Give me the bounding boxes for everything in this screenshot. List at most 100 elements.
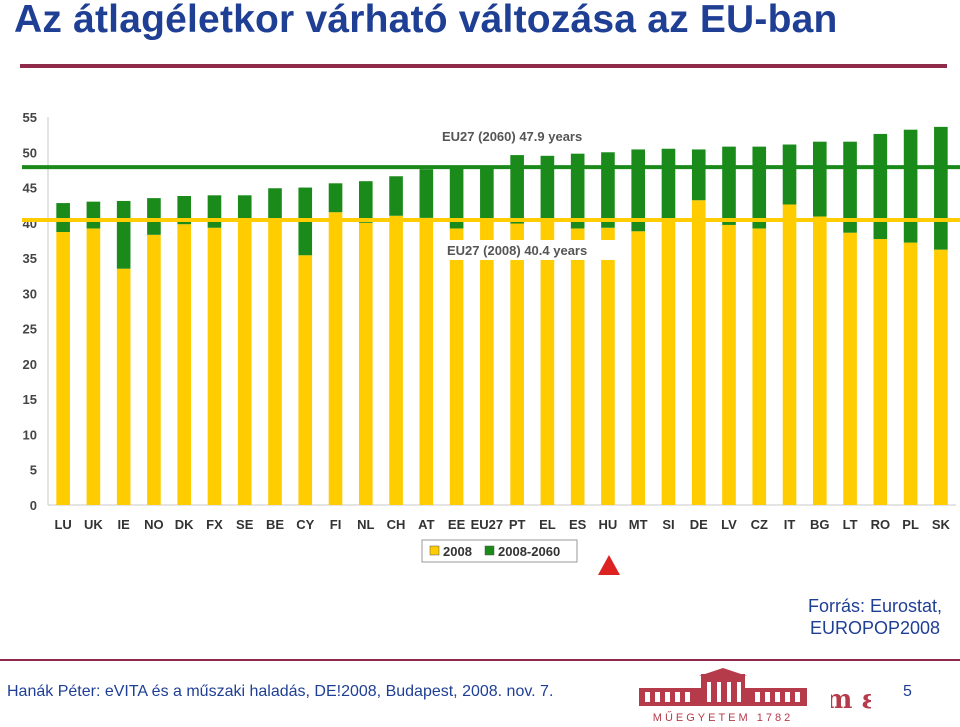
bar-2008-2060 (419, 169, 434, 218)
x-tick-label: FX (206, 517, 223, 532)
bar-2008 (752, 228, 767, 505)
bar-2008 (873, 239, 888, 505)
university-monogram-logo: m ε (831, 685, 871, 715)
page-number: 5 (903, 683, 912, 700)
x-tick-label: CZ (751, 517, 768, 532)
bar-2008 (812, 216, 827, 505)
bar-2008 (903, 242, 918, 505)
x-tick-label: SE (236, 517, 254, 532)
x-axis: LU UK IE NO DK FX SE BE CY FI NL CH AT EE EU27 PT EL ES HU… (54, 517, 950, 532)
bar-2008 (86, 228, 101, 505)
x-tick-label: ES (569, 517, 587, 532)
bar-2008 (601, 227, 615, 506)
x-tick-label: SK (932, 517, 951, 532)
y-tick-label: 20 (23, 357, 37, 372)
bar-2008-2060 (691, 149, 706, 201)
x-tick-label: EE (448, 517, 466, 532)
university-building-logo: MŰEGYETEM 1782 (639, 668, 807, 724)
bar-2008-2060 (268, 188, 282, 219)
source-note: Forrás: Eurostat, EUROPOP2008 (808, 595, 942, 639)
x-tick-label: SI (662, 517, 674, 532)
bar-2008-2060 (661, 148, 676, 219)
bar-2008-2060 (601, 152, 615, 228)
bar-2008-2060 (631, 149, 646, 232)
bar-2008-2060 (389, 176, 403, 216)
y-tick-label: 5 (30, 463, 37, 478)
bar-2008 (419, 217, 434, 505)
bar-2008-2060 (570, 153, 585, 229)
x-tick-label: IT (784, 517, 796, 532)
bar-2008-2060 (903, 129, 918, 243)
bar-2008-2060 (934, 126, 948, 250)
bar-2008 (449, 228, 464, 505)
bar-2008 (207, 227, 222, 506)
bar-2008 (691, 200, 706, 505)
y-tick-label: 0 (30, 498, 37, 513)
x-tick-label: DE (690, 517, 708, 532)
bar-2008 (116, 268, 131, 505)
bar-2008-2060 (752, 146, 767, 229)
x-tick-label: NO (144, 517, 164, 532)
x-tick-label: MT (629, 517, 648, 532)
annotation-2060: EU27 (2060) 47.9 years (442, 129, 582, 144)
x-tick-label: UK (84, 517, 103, 532)
bar-2008-2060 (177, 196, 192, 225)
bar-2008 (722, 224, 736, 505)
y-tick-label: 25 (23, 322, 37, 337)
reference-lines: EU27 (2060) 47.9 years EU27 (2008) 40.4 y… (22, 125, 960, 260)
x-tick-label: RO (871, 517, 891, 532)
x-tick-label: BE (266, 517, 284, 532)
x-tick-label: FI (330, 517, 342, 532)
bar-2008 (237, 218, 252, 505)
x-tick-label: LV (721, 517, 737, 532)
x-tick-label: CY (296, 517, 314, 532)
bar-2008 (268, 218, 282, 505)
bar-2008 (540, 218, 555, 505)
y-tick-label: 10 (23, 427, 37, 442)
bar-2008-2060 (237, 195, 252, 219)
bar-2008-2060 (207, 195, 222, 228)
annotation-2060-bg (438, 125, 614, 146)
y-tick-label: 45 (23, 181, 37, 196)
bar-2008-2060 (116, 200, 131, 269)
bar-2008-2060 (56, 203, 70, 232)
legend-swatch-2008-2060 (484, 545, 495, 556)
footer-divider (0, 659, 960, 661)
bars-group (56, 126, 948, 506)
bar-2008 (570, 228, 585, 505)
bar-2008 (480, 219, 494, 505)
x-tick-label: LU (54, 517, 71, 532)
legend-box (421, 539, 578, 563)
x-tick-label: EL (539, 517, 556, 532)
bar-2008 (782, 204, 797, 505)
y-tick-label: 50 (23, 145, 37, 160)
x-tick-label: IE (118, 517, 131, 532)
slide-title: Az átlagéletkor várható változása az EU-… (14, 0, 838, 41)
bar-2008 (298, 255, 313, 505)
x-tick-label: DK (175, 517, 194, 532)
y-tick-label: 30 (23, 286, 37, 301)
annotation-2008: EU27 (2008) 40.4 years (447, 243, 587, 258)
bar-2008-2060 (480, 167, 494, 220)
bar-2008-2060 (722, 146, 736, 225)
legend-label-2008-2060: 2008-2060 (498, 544, 560, 559)
red-triangle-marker (598, 555, 620, 575)
plot-area (48, 117, 956, 505)
bar-2008 (510, 223, 524, 506)
monogram: m ε (831, 685, 871, 715)
bar-2008 (661, 218, 676, 505)
bar-2008-2060 (812, 141, 827, 217)
bar-2008-2060 (328, 183, 343, 213)
x-tick-label: CH (387, 517, 406, 532)
logo-text: MŰEGYETEM 1782 (653, 710, 793, 724)
bar-2008 (177, 224, 192, 505)
x-tick-label: NL (357, 517, 374, 532)
y-tick-label: 15 (23, 392, 37, 407)
bar-2008-2060 (358, 181, 373, 223)
y-tick-label: 35 (23, 251, 37, 266)
bar-2008-2060 (873, 133, 888, 240)
annotation-2008-bg (444, 239, 618, 260)
source-line-2: EUROPOP2008 (809, 618, 940, 638)
